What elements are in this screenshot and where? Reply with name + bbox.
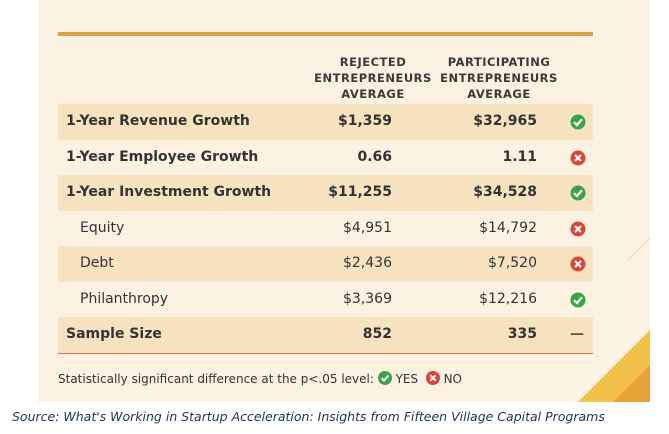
yes-icon: [570, 292, 586, 308]
top-rule: [58, 32, 593, 36]
rejected-value: $3,369: [343, 290, 392, 307]
no-icon: [425, 371, 440, 385]
table-row: Philanthropy $3,369 $12,216: [58, 282, 593, 318]
legend: Statistically significant difference at …: [58, 371, 462, 386]
table-row: Sample Size 852 335 —: [58, 317, 593, 353]
row-label: Philanthropy: [80, 290, 169, 307]
row-label: Debt: [80, 255, 114, 271]
deco-triangle: [613, 365, 650, 402]
yes-icon: [377, 371, 392, 385]
rejected-value: 852: [362, 326, 392, 342]
participating-value: $7,520: [488, 255, 537, 271]
table-row: 1-Year Investment Growth $11,255 $34,528: [58, 175, 593, 211]
significance-text: —: [570, 326, 584, 342]
decoration: [578, 237, 650, 402]
source: Source: What's Working in Startup Accele…: [12, 409, 605, 424]
no-icon: [570, 150, 586, 166]
legend-yes: YES: [395, 372, 419, 386]
yes-icon: [570, 114, 586, 130]
participating-value: 1.11: [502, 148, 537, 165]
row-label: 1-Year Investment Growth: [66, 184, 272, 200]
column-header: PARTICIPATING ENTREPRENEURS AVERAGE: [440, 55, 558, 101]
rejected-value: $2,436: [343, 255, 392, 271]
participating-value: $32,965: [473, 113, 537, 129]
rejected-value: $4,951: [343, 219, 392, 236]
participating-value: $14,792: [479, 219, 537, 236]
row-label: Sample Size: [66, 326, 162, 342]
table-row: Debt $2,436 $7,520: [58, 246, 593, 282]
participating-value: 335: [507, 326, 537, 342]
table-row: 1-Year Employee Growth 0.66 1.11: [58, 140, 593, 176]
row-label: 1-Year Revenue Growth: [66, 113, 250, 129]
row-label: Equity: [80, 219, 125, 236]
no-icon: [570, 256, 586, 272]
row-label: 1-Year Employee Growth: [66, 148, 259, 165]
legend-text: Statistically significant difference at …: [58, 372, 374, 386]
bottom-rule: [58, 352, 593, 354]
table-row: 1-Year Revenue Growth $1,359 $32,965: [58, 104, 593, 140]
no-icon: [570, 221, 586, 237]
deco-line: [627, 237, 650, 261]
yes-icon: [570, 185, 586, 201]
participating-value: $12,216: [479, 290, 537, 307]
rejected-value: $1,359: [337, 113, 392, 129]
rejected-value: 0.66: [357, 148, 392, 165]
rejected-value: $11,255: [328, 184, 392, 200]
legend-no: NO: [443, 372, 462, 386]
column-header: REJECTED ENTREPRENEURS AVERAGE: [314, 55, 432, 101]
table-row: Equity $4,951 $14,792: [58, 211, 593, 247]
participating-value: $34,528: [473, 184, 537, 200]
